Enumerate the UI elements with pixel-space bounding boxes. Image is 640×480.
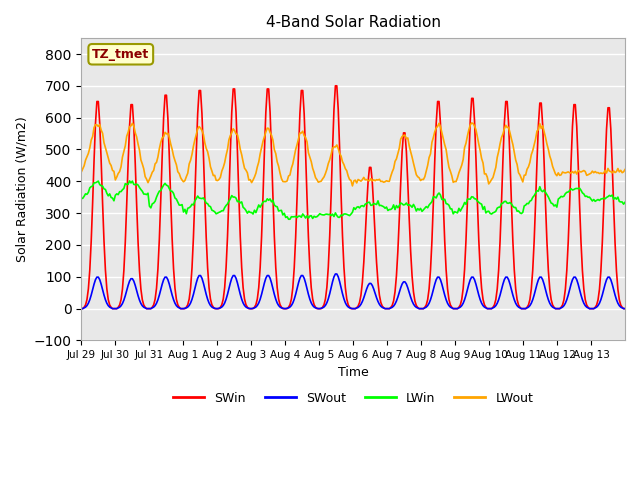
LWout — [349, 183, 356, 189]
LWout — [621, 167, 629, 172]
SWout — [621, 306, 629, 312]
SWin — [618, 304, 626, 310]
LWout — [113, 174, 120, 180]
SWin — [96, 120, 104, 126]
SWin — [77, 306, 85, 312]
SWout — [96, 277, 104, 283]
LWout — [620, 169, 627, 175]
SWout — [332, 271, 339, 277]
SWout — [547, 303, 555, 309]
LWin — [360, 204, 367, 209]
LWout — [96, 121, 104, 127]
LWin — [113, 191, 120, 197]
SWout — [618, 305, 626, 311]
SWout — [113, 306, 120, 312]
SWin — [547, 297, 555, 302]
Line: LWout: LWout — [81, 123, 625, 186]
LWin — [468, 194, 476, 200]
LWin — [620, 201, 627, 207]
LWout — [548, 164, 556, 169]
X-axis label: Time: Time — [338, 366, 369, 379]
SWout — [358, 299, 366, 304]
LWin — [96, 182, 104, 188]
SWout — [467, 277, 474, 283]
SWin — [467, 118, 474, 123]
Legend: SWin, SWout, LWin, LWout: SWin, SWout, LWin, LWout — [168, 387, 538, 410]
SWin — [621, 306, 629, 312]
LWin — [285, 216, 292, 222]
SWin — [358, 279, 366, 285]
LWout — [77, 169, 85, 175]
LWout — [467, 122, 474, 128]
Line: SWout: SWout — [81, 274, 625, 309]
SWin — [113, 306, 120, 312]
Text: TZ_tmet: TZ_tmet — [92, 48, 149, 61]
LWout — [358, 177, 366, 182]
Line: LWin: LWin — [81, 181, 625, 219]
SWin — [332, 83, 339, 89]
Line: SWin: SWin — [81, 86, 625, 309]
LWin — [77, 195, 85, 201]
LWin — [621, 199, 629, 205]
Y-axis label: Solar Radiation (W/m2): Solar Radiation (W/m2) — [15, 117, 28, 262]
LWin — [548, 201, 556, 206]
SWout — [77, 306, 85, 312]
Title: 4-Band Solar Radiation: 4-Band Solar Radiation — [266, 15, 440, 30]
LWout — [468, 120, 476, 126]
LWin — [125, 178, 133, 184]
